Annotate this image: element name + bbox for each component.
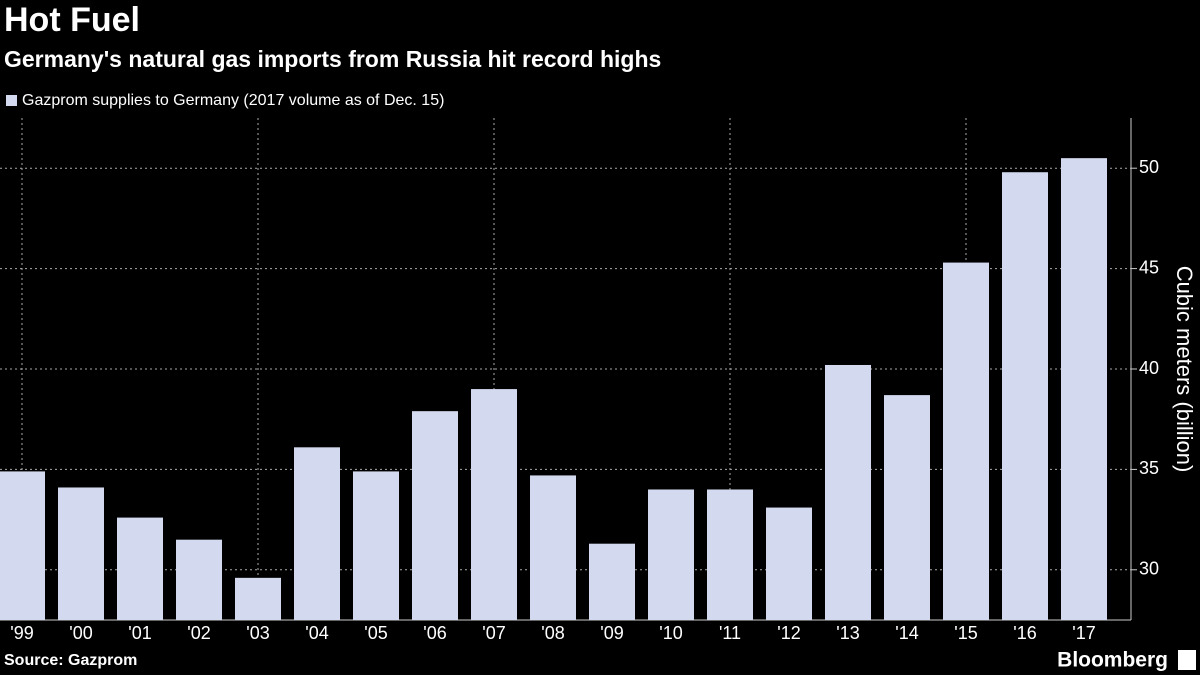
x-tick-label: '06 xyxy=(423,623,446,643)
y-tick-label: 45 xyxy=(1139,257,1159,277)
bar xyxy=(294,447,340,620)
bar xyxy=(648,489,694,620)
bar xyxy=(589,543,635,620)
bar xyxy=(766,507,812,620)
bar xyxy=(1002,172,1048,620)
x-tick-label: '05 xyxy=(364,623,387,643)
y-tick-label: 30 xyxy=(1139,559,1159,579)
x-tick-label: '03 xyxy=(246,623,269,643)
x-tick-label: '04 xyxy=(305,623,328,643)
x-tick-label: '09 xyxy=(600,623,623,643)
chart-subtitle: Germany's natural gas imports from Russi… xyxy=(4,46,661,72)
y-tick-label: 35 xyxy=(1139,458,1159,478)
bar xyxy=(530,475,576,620)
x-tick-label: '07 xyxy=(482,623,505,643)
x-tick-label: '14 xyxy=(895,623,918,643)
source: Source: Gazprom xyxy=(4,652,137,669)
bar xyxy=(943,262,989,620)
brand: Bloomberg xyxy=(1057,649,1168,672)
bar xyxy=(825,364,871,620)
y-tick-label: 50 xyxy=(1139,157,1159,177)
x-tick-label: '00 xyxy=(69,623,92,643)
legend-label: Gazprom supplies to Germany (2017 volume… xyxy=(22,92,444,109)
chart-title: Hot Fuel xyxy=(4,1,140,39)
x-tick-label: '17 xyxy=(1072,623,1095,643)
x-tick-label: '10 xyxy=(659,623,682,643)
x-tick-label: '15 xyxy=(954,623,977,643)
x-tick-label: '16 xyxy=(1013,623,1036,643)
brand-icon xyxy=(1178,650,1196,670)
x-tick-label: '12 xyxy=(777,623,800,643)
bar xyxy=(884,395,930,620)
y-axis-label: Cubic meters (billion) xyxy=(1172,266,1197,473)
bar xyxy=(58,487,104,620)
x-tick-label: '11 xyxy=(719,623,741,643)
bar xyxy=(117,517,163,620)
bar xyxy=(0,471,45,620)
x-tick-label: '99 xyxy=(10,623,33,643)
legend-swatch xyxy=(6,95,17,106)
y-tick-label: 40 xyxy=(1139,358,1159,378)
bar xyxy=(1061,158,1107,620)
bar xyxy=(176,539,222,620)
x-tick-label: '02 xyxy=(187,623,210,643)
bar xyxy=(471,389,517,620)
x-tick-label: '13 xyxy=(836,623,859,643)
bar xyxy=(353,471,399,620)
x-tick-label: '01 xyxy=(128,623,151,643)
bar xyxy=(707,489,753,620)
bar xyxy=(235,577,281,620)
x-tick-label: '08 xyxy=(541,623,564,643)
bar xyxy=(412,411,458,620)
